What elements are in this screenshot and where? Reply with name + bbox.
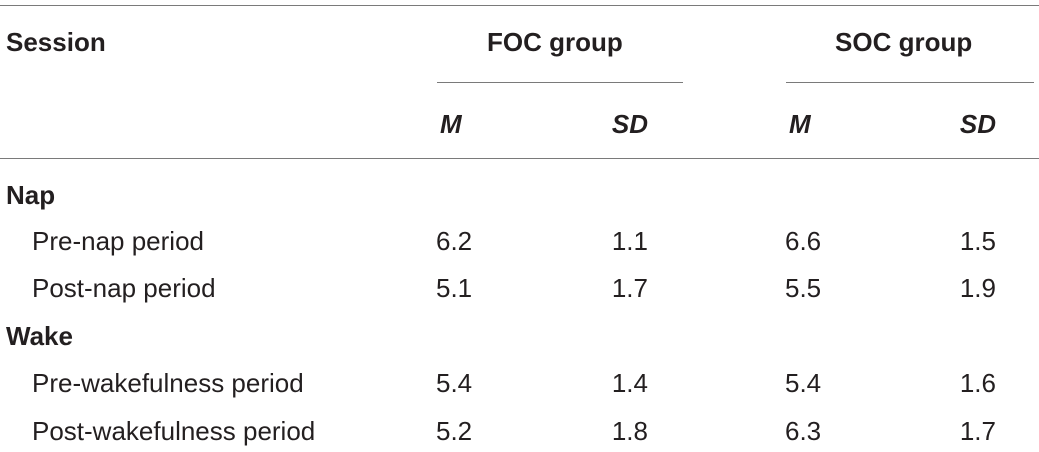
header-bottom-rule <box>0 158 1039 159</box>
top-rule <box>0 5 1039 6</box>
session-header: Session <box>6 27 106 57</box>
soc-sd-value: 1.7 <box>959 416 996 446</box>
foc-sd-value: 1.8 <box>611 416 648 446</box>
row-label: Post-wakefulness period <box>32 416 316 446</box>
section-label-wake: Wake <box>6 321 73 351</box>
section-label-nap: Nap <box>6 180 56 210</box>
soc-sd-value: 1.5 <box>959 226 996 256</box>
soc-m-value: 6.3 <box>785 416 822 446</box>
foc-sd-value: 1.1 <box>611 226 648 256</box>
foc-m-value: 5.2 <box>436 416 473 446</box>
row-label: Pre-wakefulness period <box>32 368 304 398</box>
soc-m-value: 5.4 <box>785 368 822 398</box>
foc-m-value: 6.2 <box>436 226 473 256</box>
soc-sd-value: 1.6 <box>959 368 996 398</box>
foc-group-header: FOC group <box>487 27 623 57</box>
foc-sd-value: 1.7 <box>611 273 648 303</box>
soc-sd-header: SD <box>959 109 996 139</box>
foc-sd-header: SD <box>611 109 648 139</box>
soc-m-value: 5.5 <box>785 273 822 303</box>
row-label: Pre-nap period <box>32 226 204 256</box>
foc-m-header: M <box>440 109 462 139</box>
foc-m-value: 5.1 <box>436 273 473 303</box>
foc-m-value: 5.4 <box>436 368 473 398</box>
foc-sd-value: 1.4 <box>611 368 648 398</box>
soc-m-value: 6.6 <box>785 226 822 256</box>
row-label: Post-nap period <box>32 273 216 303</box>
soc-group-underline <box>786 82 1034 83</box>
soc-sd-value: 1.9 <box>959 273 996 303</box>
soc-group-header: SOC group <box>835 27 973 57</box>
soc-m-header: M <box>789 109 811 139</box>
foc-group-underline <box>437 82 683 83</box>
